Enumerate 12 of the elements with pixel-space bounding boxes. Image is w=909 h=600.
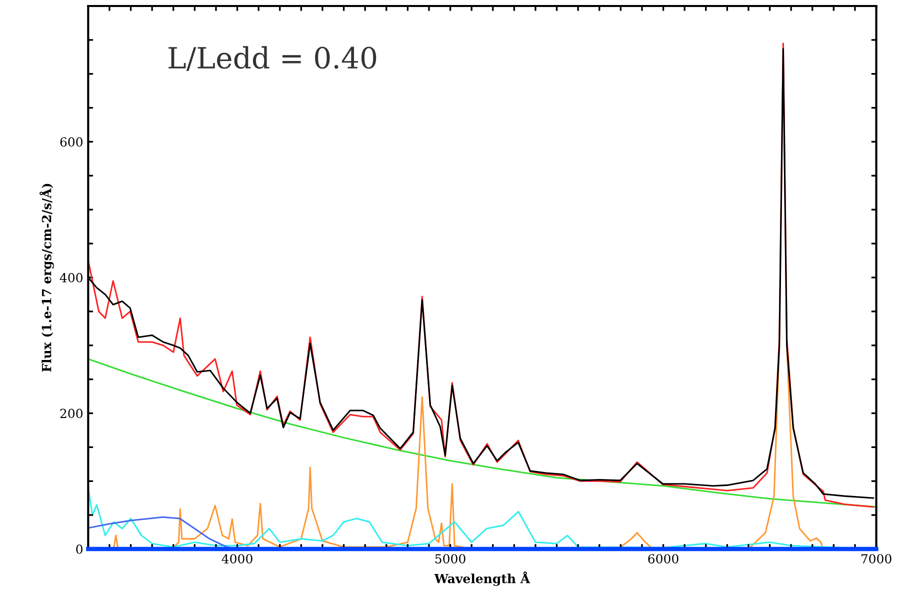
x-axis-title: Wavelength Å	[434, 572, 530, 586]
x-tick-label: 6000	[648, 554, 678, 564]
annotation: L/Ledd = 0.40	[168, 46, 376, 72]
x-tick-label: 7000	[861, 554, 892, 564]
x-tick-label: 5000	[435, 554, 466, 564]
y-tick-label: 200	[60, 408, 82, 418]
y-tick-label: 600	[60, 137, 82, 147]
y-tick-label: 400	[60, 272, 82, 282]
x-tick-label: 4000	[222, 554, 252, 564]
line-series	[88, 358, 876, 508]
y-tick-label: 0	[76, 544, 82, 554]
y-axis-title: Flux (1.e-17 ergs/cm-2/s/Å)	[40, 184, 54, 372]
